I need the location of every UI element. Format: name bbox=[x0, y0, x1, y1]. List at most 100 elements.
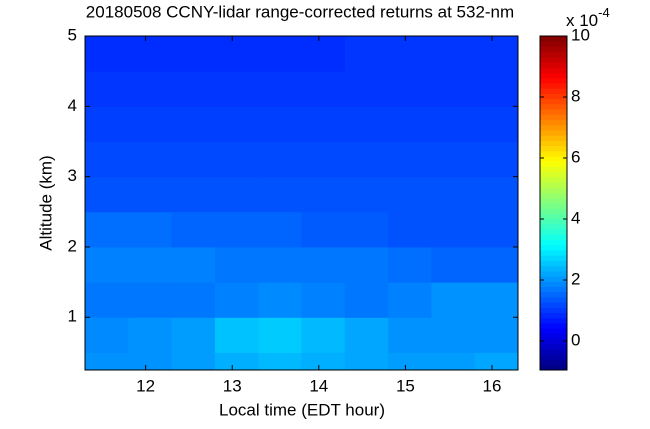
heat-cell bbox=[85, 211, 129, 248]
colorbar-strip bbox=[540, 312, 567, 319]
heat-cell bbox=[85, 106, 129, 142]
heat-cell bbox=[258, 282, 302, 318]
heat-cell bbox=[128, 106, 173, 142]
colorbar-strip bbox=[540, 323, 567, 329]
heat-cell bbox=[388, 352, 432, 371]
colorbar-strip bbox=[540, 72, 567, 79]
x-tick-label: 15 bbox=[396, 376, 415, 395]
y-tick-label: 3 bbox=[68, 166, 77, 185]
colorbar-strip bbox=[540, 343, 567, 350]
heat-cell bbox=[388, 317, 432, 353]
colorbar-strip bbox=[540, 244, 567, 251]
heat-cell bbox=[128, 211, 173, 248]
heat-cell bbox=[171, 71, 216, 107]
colorbar-strip bbox=[540, 281, 567, 287]
chart-title: 20180508 CCNY-lidar range-corrected retu… bbox=[86, 2, 514, 21]
heat-cell bbox=[388, 141, 432, 178]
heat-cell bbox=[85, 282, 129, 318]
heat-cell bbox=[128, 141, 173, 178]
colorbar-tick-label: 8 bbox=[571, 86, 580, 105]
heat-cell bbox=[128, 246, 173, 283]
y-axis-label: Altitude (km) bbox=[36, 155, 55, 250]
colorbar-strip bbox=[540, 166, 567, 173]
colorbar-strip bbox=[540, 203, 567, 209]
colorbar-strip bbox=[540, 317, 567, 324]
heat-cell bbox=[474, 106, 519, 142]
colorbar-strip bbox=[540, 77, 567, 84]
colorbar-strip bbox=[540, 192, 567, 199]
heat-cell bbox=[214, 176, 259, 213]
colorbar-exponent: x 10-4 bbox=[566, 5, 610, 30]
heat-cell bbox=[171, 36, 216, 72]
heat-cell bbox=[171, 282, 216, 318]
plot-frame bbox=[84, 35, 519, 371]
colorbar-strip bbox=[540, 182, 567, 188]
heat-cell bbox=[388, 282, 432, 318]
heat-cell bbox=[431, 36, 476, 72]
heat-cell bbox=[301, 211, 346, 248]
colorbar-strip bbox=[540, 223, 567, 230]
heat-cell bbox=[388, 176, 432, 213]
heat-cell bbox=[258, 211, 302, 248]
colorbar-strip bbox=[540, 260, 567, 267]
colorbar-strip bbox=[540, 150, 567, 157]
heat-cell bbox=[128, 176, 173, 213]
heat-cell bbox=[214, 352, 259, 371]
colorbar-strip bbox=[540, 213, 567, 220]
colorbar-strip bbox=[540, 338, 567, 345]
heat-cell bbox=[85, 317, 129, 353]
heat-cell bbox=[214, 282, 259, 318]
heat-cell bbox=[388, 71, 432, 107]
colorbar-tick-label: 0 bbox=[571, 331, 580, 350]
heat-cell bbox=[85, 36, 129, 72]
heat-cell bbox=[171, 106, 216, 142]
heat-cell bbox=[474, 71, 519, 107]
heat-cell bbox=[431, 141, 476, 178]
heat-cell bbox=[171, 246, 216, 283]
colorbar-strip bbox=[540, 114, 567, 120]
colorbar-strip bbox=[540, 255, 567, 261]
colorbar-strip bbox=[540, 119, 567, 126]
heat-cell bbox=[171, 352, 216, 371]
colorbar-strip bbox=[540, 67, 567, 74]
colorbar-strip bbox=[540, 36, 567, 42]
heat-cell bbox=[388, 211, 432, 248]
colorbar-strip bbox=[540, 93, 567, 100]
heat-cell bbox=[301, 352, 346, 371]
heat-cell bbox=[171, 211, 216, 248]
heat-cell bbox=[301, 106, 346, 142]
colorbar-tick-label: 2 bbox=[571, 270, 580, 289]
x-tick-label: 13 bbox=[223, 376, 242, 395]
heat-cell bbox=[258, 176, 302, 213]
heat-cell bbox=[344, 71, 389, 107]
colorbar-strip bbox=[540, 364, 567, 371]
colorbar-strip bbox=[540, 135, 567, 141]
colorbar-strip bbox=[540, 56, 567, 63]
heat-cell bbox=[431, 282, 476, 318]
heat-cell bbox=[214, 36, 259, 72]
colorbar-strip bbox=[540, 328, 567, 334]
heat-cell bbox=[214, 106, 259, 142]
y-tick-label: 5 bbox=[68, 25, 77, 44]
colorbar-tick-label: 6 bbox=[571, 147, 580, 166]
exponent-base: x 10 bbox=[566, 11, 598, 30]
heat-cell bbox=[301, 282, 346, 318]
heat-cell bbox=[258, 36, 302, 72]
colorbar-tick-label: 4 bbox=[571, 208, 580, 227]
heat-cell bbox=[214, 141, 259, 178]
heat-cell bbox=[128, 352, 173, 371]
heat-cell bbox=[301, 317, 346, 353]
colorbar-strip bbox=[540, 249, 567, 256]
colorbar-strip bbox=[540, 98, 567, 105]
colorbar-strip bbox=[540, 208, 567, 214]
colorbar-strip bbox=[540, 140, 567, 147]
heat-cell bbox=[431, 71, 476, 107]
heat-cell bbox=[258, 141, 302, 178]
colorbar-strip bbox=[540, 354, 567, 361]
heat-cell bbox=[214, 211, 259, 248]
colorbar-strip bbox=[540, 156, 567, 162]
heat-cell bbox=[214, 246, 259, 283]
y-tick-label: 4 bbox=[68, 96, 77, 115]
heat-cell bbox=[474, 176, 519, 213]
colorbar-strip bbox=[540, 197, 567, 204]
